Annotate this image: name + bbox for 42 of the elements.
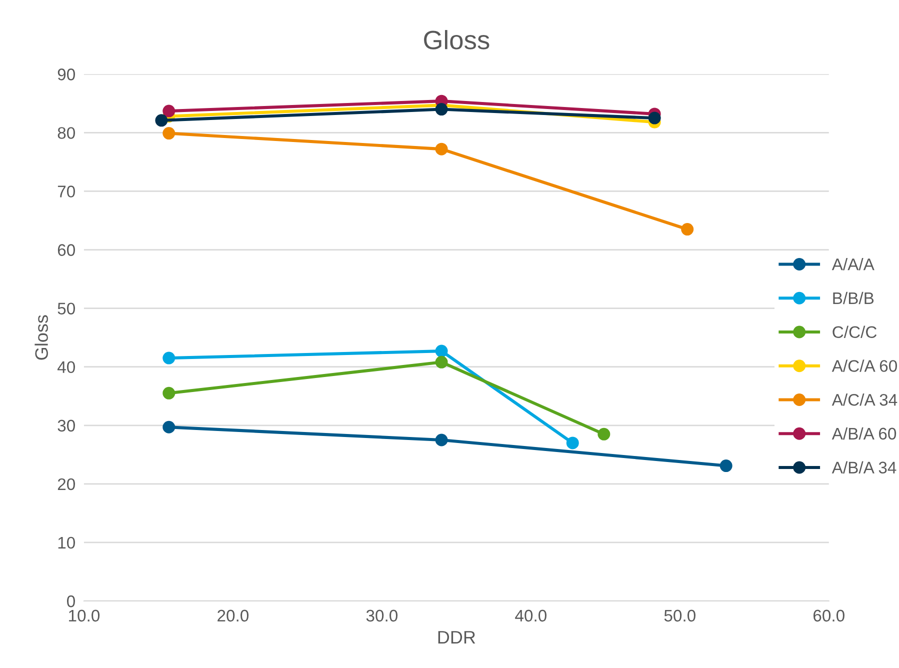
point: [162, 127, 176, 140]
y-tick-label: 70: [58, 186, 75, 198]
x-tick-label: 50.0: [664, 610, 696, 622]
y-tick-label: 0: [67, 595, 75, 608]
legend-label: A/C/A 60: [832, 360, 897, 372]
y-tick-label: 80: [58, 127, 75, 139]
legend-label: A/B/A 60: [832, 427, 896, 440]
x-axis-title: DDR: [438, 631, 476, 644]
point: [155, 114, 168, 127]
legend-label: A/A/A: [832, 258, 874, 270]
y-tick-label: 40: [57, 361, 75, 374]
x-tick-label: 30.0: [366, 610, 398, 622]
x-tick-label: 60.0: [814, 610, 844, 622]
point: [566, 436, 579, 450]
point: [162, 352, 176, 364]
x-tick-label: 20.0: [218, 610, 249, 622]
y-tick-label: 30: [58, 420, 75, 432]
point: [435, 103, 448, 116]
y-tick-label: 50: [58, 302, 75, 315]
x-tick-label: 10.0: [69, 610, 100, 622]
legend-label: C/C/C: [832, 326, 877, 338]
chart-title: Gloss: [424, 30, 490, 50]
x-tick-label: 40.0: [515, 610, 546, 622]
point: [435, 142, 448, 156]
y-tick-label: 10: [58, 536, 75, 549]
legend-label: B/B/B: [833, 292, 874, 304]
point: [435, 434, 448, 446]
point: [681, 223, 694, 236]
y-tick-label: 20: [58, 478, 75, 490]
point: [162, 420, 176, 434]
point: [435, 356, 448, 368]
legend-label: A/B/A 34: [832, 461, 896, 474]
y-tick-label: 90: [58, 68, 75, 80]
point: [162, 386, 176, 400]
point: [648, 112, 661, 124]
point: [162, 104, 176, 118]
y-axis-title: Gloss: [34, 315, 48, 360]
point: [598, 428, 610, 440]
point: [720, 460, 732, 472]
point: [435, 344, 448, 358]
legend-label: A/C/A 34: [832, 394, 898, 406]
y-tick-label: 60: [58, 244, 75, 256]
